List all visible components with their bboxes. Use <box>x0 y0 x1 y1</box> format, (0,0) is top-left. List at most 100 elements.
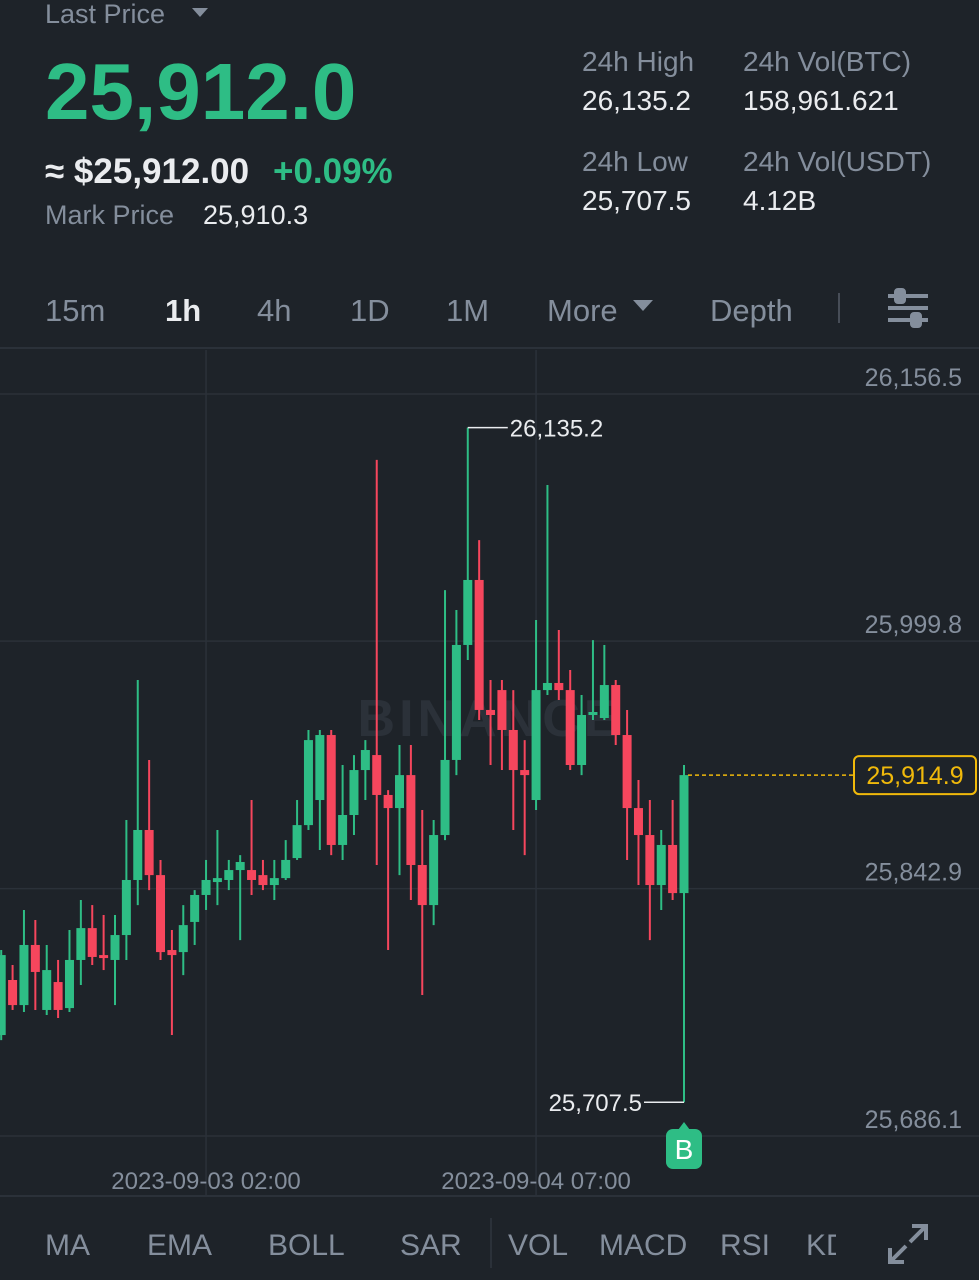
stat-value: 25,707.5 <box>582 185 691 216</box>
mark-price: 25,910.3 <box>203 200 308 230</box>
candle-body <box>577 714 587 765</box>
more-tab[interactable]: More <box>547 293 618 328</box>
approx-price: ≈ $25,912.00 <box>45 152 249 191</box>
last-price-label: 25,914.9 <box>866 762 963 790</box>
candle-body <box>76 928 86 960</box>
y-tick-label: 25,686.1 <box>865 1106 962 1134</box>
candle-body <box>110 935 120 960</box>
candle-body <box>395 775 404 809</box>
candle-body <box>451 644 461 760</box>
candle-body <box>645 835 655 886</box>
depth-tab[interactable]: Depth <box>710 293 793 328</box>
indicator-tab[interactable]: VOL <box>508 1229 568 1262</box>
candle-body <box>258 875 268 886</box>
candle-body <box>508 729 518 771</box>
candle-body <box>281 859 291 879</box>
candle-body <box>303 740 313 826</box>
candle-body <box>611 685 621 736</box>
chart: BINANCE 26,156.5 25,999.8 25,842.9 25,686.1 2… <box>0 350 979 1196</box>
y-tick-label: 26,156.5 <box>865 364 962 392</box>
stat-label: 24h High <box>582 46 694 77</box>
buy-marker <box>666 1129 702 1169</box>
candle-body <box>212 878 222 883</box>
x-tick-label: 2023-09-03 02:00 <box>111 1168 301 1195</box>
high-annotation: 26,135.2 <box>510 416 603 443</box>
y-tick-label: 25,842.9 <box>865 859 962 887</box>
interval-tab[interactable]: 1D <box>350 293 390 328</box>
candle-body <box>87 928 97 957</box>
candle-body <box>338 815 348 845</box>
candle-body <box>190 894 200 922</box>
candle-body <box>463 579 473 645</box>
candle-body <box>622 735 632 809</box>
candle-body <box>474 579 484 710</box>
expand-icon[interactable] <box>888 1224 928 1264</box>
stat-label: 24h Low <box>582 146 689 177</box>
candle-body <box>99 955 109 959</box>
candle-body <box>554 682 564 691</box>
price-change: +0.09% <box>273 152 393 191</box>
candle-body <box>668 844 678 894</box>
x-tick-label: 2023-09-04 07:00 <box>441 1168 631 1195</box>
candle-body <box>0 955 6 1036</box>
candle-body <box>42 970 52 1010</box>
candle-body <box>531 690 541 801</box>
candle-body <box>372 755 382 795</box>
candle-body <box>156 875 166 953</box>
candle-body <box>121 879 131 936</box>
candle-body <box>144 829 154 876</box>
candle-body <box>417 865 427 906</box>
candle-body <box>440 759 450 836</box>
candle-body <box>656 844 666 886</box>
candle-body <box>520 770 530 776</box>
interval-tab-active[interactable]: 1h <box>165 293 201 328</box>
candle-body <box>53 982 63 1010</box>
settings-icon[interactable] <box>888 288 928 328</box>
low-annotation: 25,707.5 <box>549 1090 642 1117</box>
candle-body <box>235 862 245 871</box>
candle-body <box>383 794 393 809</box>
y-tick-label: 25,999.8 <box>865 611 962 639</box>
last-price-label[interactable]: Last Price <box>45 0 165 29</box>
candle-body <box>292 825 302 859</box>
dropdown-icon[interactable] <box>633 300 653 311</box>
candle-body <box>269 878 279 886</box>
candle-body <box>178 925 188 953</box>
buy-marker-pointer <box>678 1122 690 1130</box>
indicator-tab[interactable]: RSI <box>720 1229 770 1262</box>
candle-body <box>30 944 40 972</box>
candle-body <box>315 735 325 801</box>
candle-body <box>565 690 575 765</box>
candle-body <box>633 808 643 836</box>
watermark: BINANCE <box>358 690 623 748</box>
candle-body <box>406 775 416 866</box>
candle-body <box>588 712 598 715</box>
stat-label: 24h Vol(BTC) <box>743 46 911 77</box>
stat-value: 158,961.621 <box>743 85 899 116</box>
last-price: 25,912.0 <box>45 47 356 136</box>
indicator-tab[interactable]: MACD <box>599 1229 687 1262</box>
candle-body <box>133 829 143 880</box>
indicator-tab[interactable]: BOLL <box>268 1229 345 1262</box>
indicator-tab[interactable]: SAR <box>400 1229 462 1262</box>
stat-value: 4.12B <box>743 185 816 216</box>
stat-label: 24h Vol(USDT) <box>743 146 931 177</box>
buy-marker-label: B <box>675 1134 694 1165</box>
candle-body <box>8 979 18 1006</box>
candle-body <box>64 959 74 1009</box>
indicator-tab[interactable]: MA <box>45 1229 90 1262</box>
candle-body <box>19 944 29 1006</box>
candle-body <box>201 879 211 895</box>
mark-price-label: Mark Price <box>45 200 174 230</box>
candle-body <box>679 775 689 894</box>
candle-body <box>497 690 507 730</box>
interval-tab[interactable]: 1M <box>446 293 489 328</box>
indicator-tab[interactable]: EMA <box>147 1229 212 1262</box>
interval-tab[interactable]: 15m <box>45 293 105 328</box>
interval-tab[interactable]: 4h <box>257 293 291 328</box>
candle-body <box>360 750 370 771</box>
dropdown-icon[interactable] <box>192 8 208 17</box>
